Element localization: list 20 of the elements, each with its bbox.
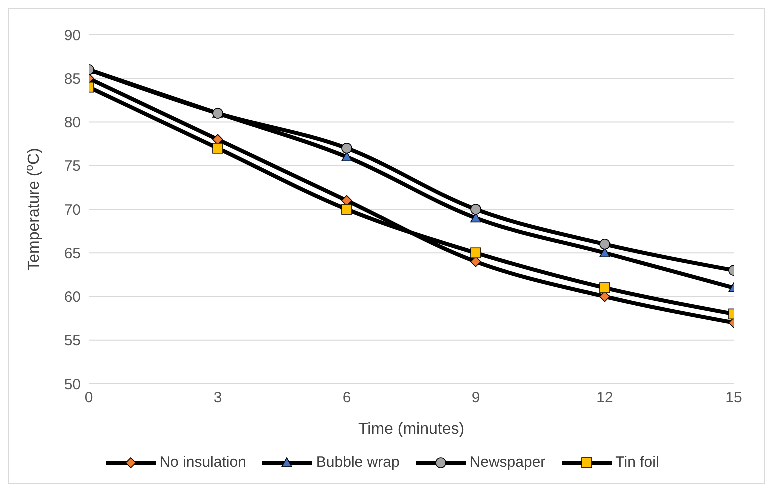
y-tick-label: 80	[64, 114, 81, 132]
x-tick-label: 12	[596, 390, 614, 407]
legend-label: No insulation	[160, 454, 246, 471]
y-tick-label: 70	[64, 202, 81, 219]
y-tick-label: 55	[64, 332, 81, 350]
x-tick-label: 3	[214, 390, 222, 407]
x-tick-label: 9	[472, 390, 480, 407]
x-tick-label: 6	[342, 390, 352, 407]
x-tick-label: 0	[84, 390, 94, 407]
x-tick-label: 15	[726, 390, 742, 407]
x-axis-title: Time (minutes)	[358, 421, 465, 438]
legend-label: Tin foil	[616, 454, 660, 471]
legend-label: Newspaper	[470, 454, 546, 471]
legend-label: Bubble wrap	[316, 454, 400, 471]
y-tick-label: 90	[64, 27, 81, 44]
y-tick-label: 85	[64, 70, 81, 88]
y-tick-label: 65	[64, 245, 81, 262]
y-tick-label: 75	[64, 158, 81, 176]
y-tick-label: 50	[64, 376, 81, 394]
y-tick-label: 60	[64, 289, 81, 306]
